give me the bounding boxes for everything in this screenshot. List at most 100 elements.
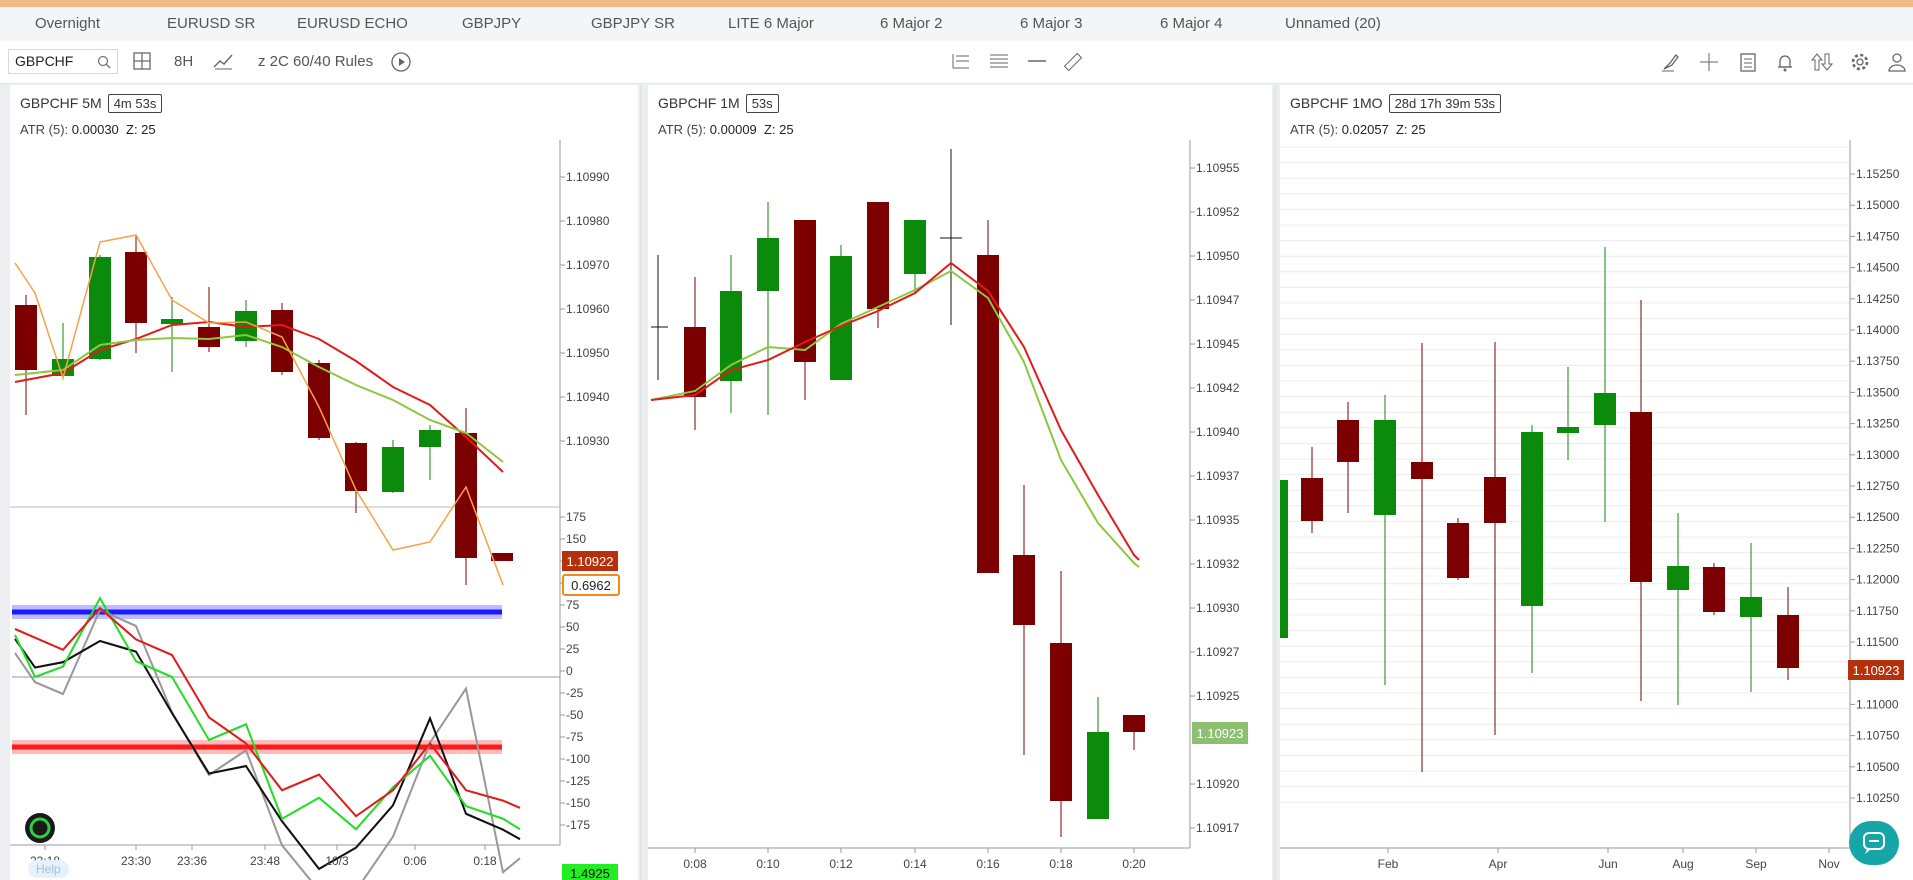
y-tick-label: 1.10955: [1196, 161, 1240, 175]
atr-value: 0.02057: [1341, 122, 1389, 137]
atr-readout: ATR (5): 0.00030 Z: 25: [20, 122, 156, 137]
layout-grid-icon[interactable]: [132, 41, 154, 83]
tab-6-major-3[interactable]: 6 Major 3: [1020, 15, 1083, 32]
panel-divider[interactable]: [640, 85, 642, 880]
tab-eurusd-echo[interactable]: EURUSD ECHO: [297, 15, 408, 32]
chart-panel-5m[interactable]: GBPCHF 5M 4m 53s ATR (5): 0.00030 Z: 25: [10, 85, 638, 880]
candle: [1123, 715, 1145, 732]
indicator-icon[interactable]: [212, 41, 236, 83]
calculator-icon[interactable]: [1737, 41, 1761, 83]
y-tick-label: 1.10927: [1196, 645, 1240, 659]
candles-5m: [15, 235, 513, 585]
y-tick-label: 1.10950: [1196, 249, 1240, 263]
candle: [491, 553, 513, 561]
brush-icon[interactable]: [1660, 41, 1684, 83]
ma-fast-line: [14, 320, 504, 473]
crosshair-icon[interactable]: [1698, 41, 1722, 83]
chat-button[interactable]: [1849, 821, 1899, 865]
candle: [89, 257, 111, 359]
y-tick-label: 1.10990: [566, 170, 610, 184]
bell-icon[interactable]: [1774, 41, 1798, 83]
user-icon[interactable]: [1886, 41, 1910, 83]
tab-6-major-4[interactable]: 6 Major 4: [1160, 15, 1223, 32]
tab-lite-6-major[interactable]: LITE 6 Major: [728, 15, 814, 32]
ma-slow-line: [14, 333, 504, 463]
tab-overnight[interactable]: Overnight: [35, 15, 101, 32]
atr-value: 0.00009: [709, 122, 757, 137]
atr-readout: ATR (5): 0.00009 Z: 25: [658, 122, 794, 137]
chat-bubble-icon: [1863, 832, 1885, 854]
osc-tick-label: 150: [566, 532, 586, 546]
panel-divider[interactable]: [1274, 85, 1276, 880]
y-tick-label: 1.10750: [1856, 729, 1900, 743]
y-tick-label: 1.10500: [1856, 760, 1900, 774]
draw-lines-icon[interactable]: [950, 41, 972, 83]
arrows-icon[interactable]: [1810, 41, 1834, 83]
tab-unnamed-20[interactable]: Unnamed (20): [1285, 15, 1381, 32]
candle: [1557, 427, 1579, 433]
chart-canvas-5m[interactable]: 1.10990 1.10980 1.10970 1.10960 1.10950 1.109…: [10, 85, 638, 880]
candle: [1050, 643, 1072, 801]
chart-panel-1m[interactable]: GBPCHF 1M 53s ATR (5): 0.00009 Z: 25 1.10…: [648, 85, 1272, 880]
candle: [161, 319, 183, 324]
chart-canvas-1m[interactable]: 1.10955 1.10952 1.10950 1.10947 1.10945 1.109…: [648, 85, 1272, 880]
logo-ring: [29, 817, 51, 839]
y-tick-label: 1.10942: [1196, 381, 1240, 395]
ruler-icon[interactable]: [1062, 41, 1084, 83]
price-badge-text: 1.10923: [1853, 663, 1900, 678]
x-tick-label: Jun: [1598, 857, 1617, 871]
tab-gbpjpy-sr[interactable]: GBPJPY SR: [591, 15, 675, 32]
gear-icon[interactable]: [1849, 41, 1873, 83]
osc-tick-label: 75: [566, 598, 580, 612]
horizontal-line-icon[interactable]: [1026, 41, 1048, 83]
y-tick-label: 1.13750: [1856, 354, 1900, 368]
chart-panel-1mo[interactable]: GBPCHF 1MO 28d 17h 39m 53s ATR (5): 0.020…: [1280, 85, 1913, 880]
y-tick-label: 1.12500: [1856, 510, 1900, 524]
time-ticks-1m: 0:08 0:10 0:12 0:14 0:16 0:18 0:20: [683, 848, 1146, 871]
osc-red-line: [14, 606, 521, 818]
tab-6-major-2[interactable]: 6 Major 2: [880, 15, 943, 32]
candle: [1337, 420, 1359, 462]
replay-icon[interactable]: [390, 41, 412, 83]
candle: [1374, 420, 1396, 515]
price-ticks-1m: 1.10955 1.10952 1.10950 1.10947 1.10945 1.109…: [1190, 161, 1240, 835]
price-badge: [1848, 660, 1904, 680]
price-badge-text: 1.10923: [1197, 726, 1244, 741]
y-tick-label: 1.10970: [566, 258, 610, 272]
y-tick-label: 1.12000: [1856, 573, 1900, 587]
x-tick-label: Feb: [1378, 857, 1399, 871]
chart-title: GBPCHF 5M: [20, 95, 102, 111]
candle: [977, 255, 999, 573]
osc-tick-label: 175: [566, 510, 586, 524]
tab-eurusd-sr[interactable]: EURUSD SR: [167, 15, 256, 32]
fib-lines-icon[interactable]: [988, 41, 1010, 83]
candles-1m: [651, 149, 1145, 837]
interval-selector[interactable]: 8H: [174, 53, 194, 70]
x-tick-label: 23:48: [250, 854, 280, 868]
tab-gbpjpy[interactable]: GBPJPY: [462, 15, 522, 32]
y-tick-label: 1.10937: [1196, 469, 1240, 483]
price-badge: [562, 551, 618, 571]
price-ticks-1mo: 1.15250 1.15000 1.14750 1.14500 1.14250 1.140…: [1850, 167, 1900, 805]
x-tick-label: 0:20: [1122, 857, 1146, 871]
chart-title: GBPCHF 1MO: [1290, 95, 1383, 111]
symbol-search-input[interactable]: GBPCHF: [8, 49, 118, 74]
orange-line: [14, 234, 504, 586]
search-icon[interactable]: [97, 55, 111, 69]
x-tick-label: Nov: [1818, 857, 1839, 871]
help-button[interactable]: Help: [28, 860, 69, 878]
x-tick-label: Apr: [1489, 857, 1508, 871]
osc-tick-label: 0: [566, 664, 573, 678]
x-tick-label: 0:14: [903, 857, 927, 871]
x-tick-label: 0:08: [683, 857, 707, 871]
y-tick-label: 1.12250: [1856, 541, 1900, 555]
candle: [1630, 412, 1652, 582]
template-selector[interactable]: z 2C 60/40 Rules: [258, 53, 374, 70]
atr-label: ATR (5):: [1290, 122, 1339, 137]
logo-icon: [25, 813, 55, 843]
chart-canvas-1mo[interactable]: 1.15250 1.15000 1.14750 1.14500 1.14250 1.140…: [1280, 85, 1913, 880]
candle: [308, 363, 330, 438]
osc-tick-label: -75: [566, 730, 584, 744]
atr-readout: ATR (5): 0.02057 Z: 25: [1290, 122, 1426, 137]
osc-tick-label: -150: [566, 796, 590, 810]
